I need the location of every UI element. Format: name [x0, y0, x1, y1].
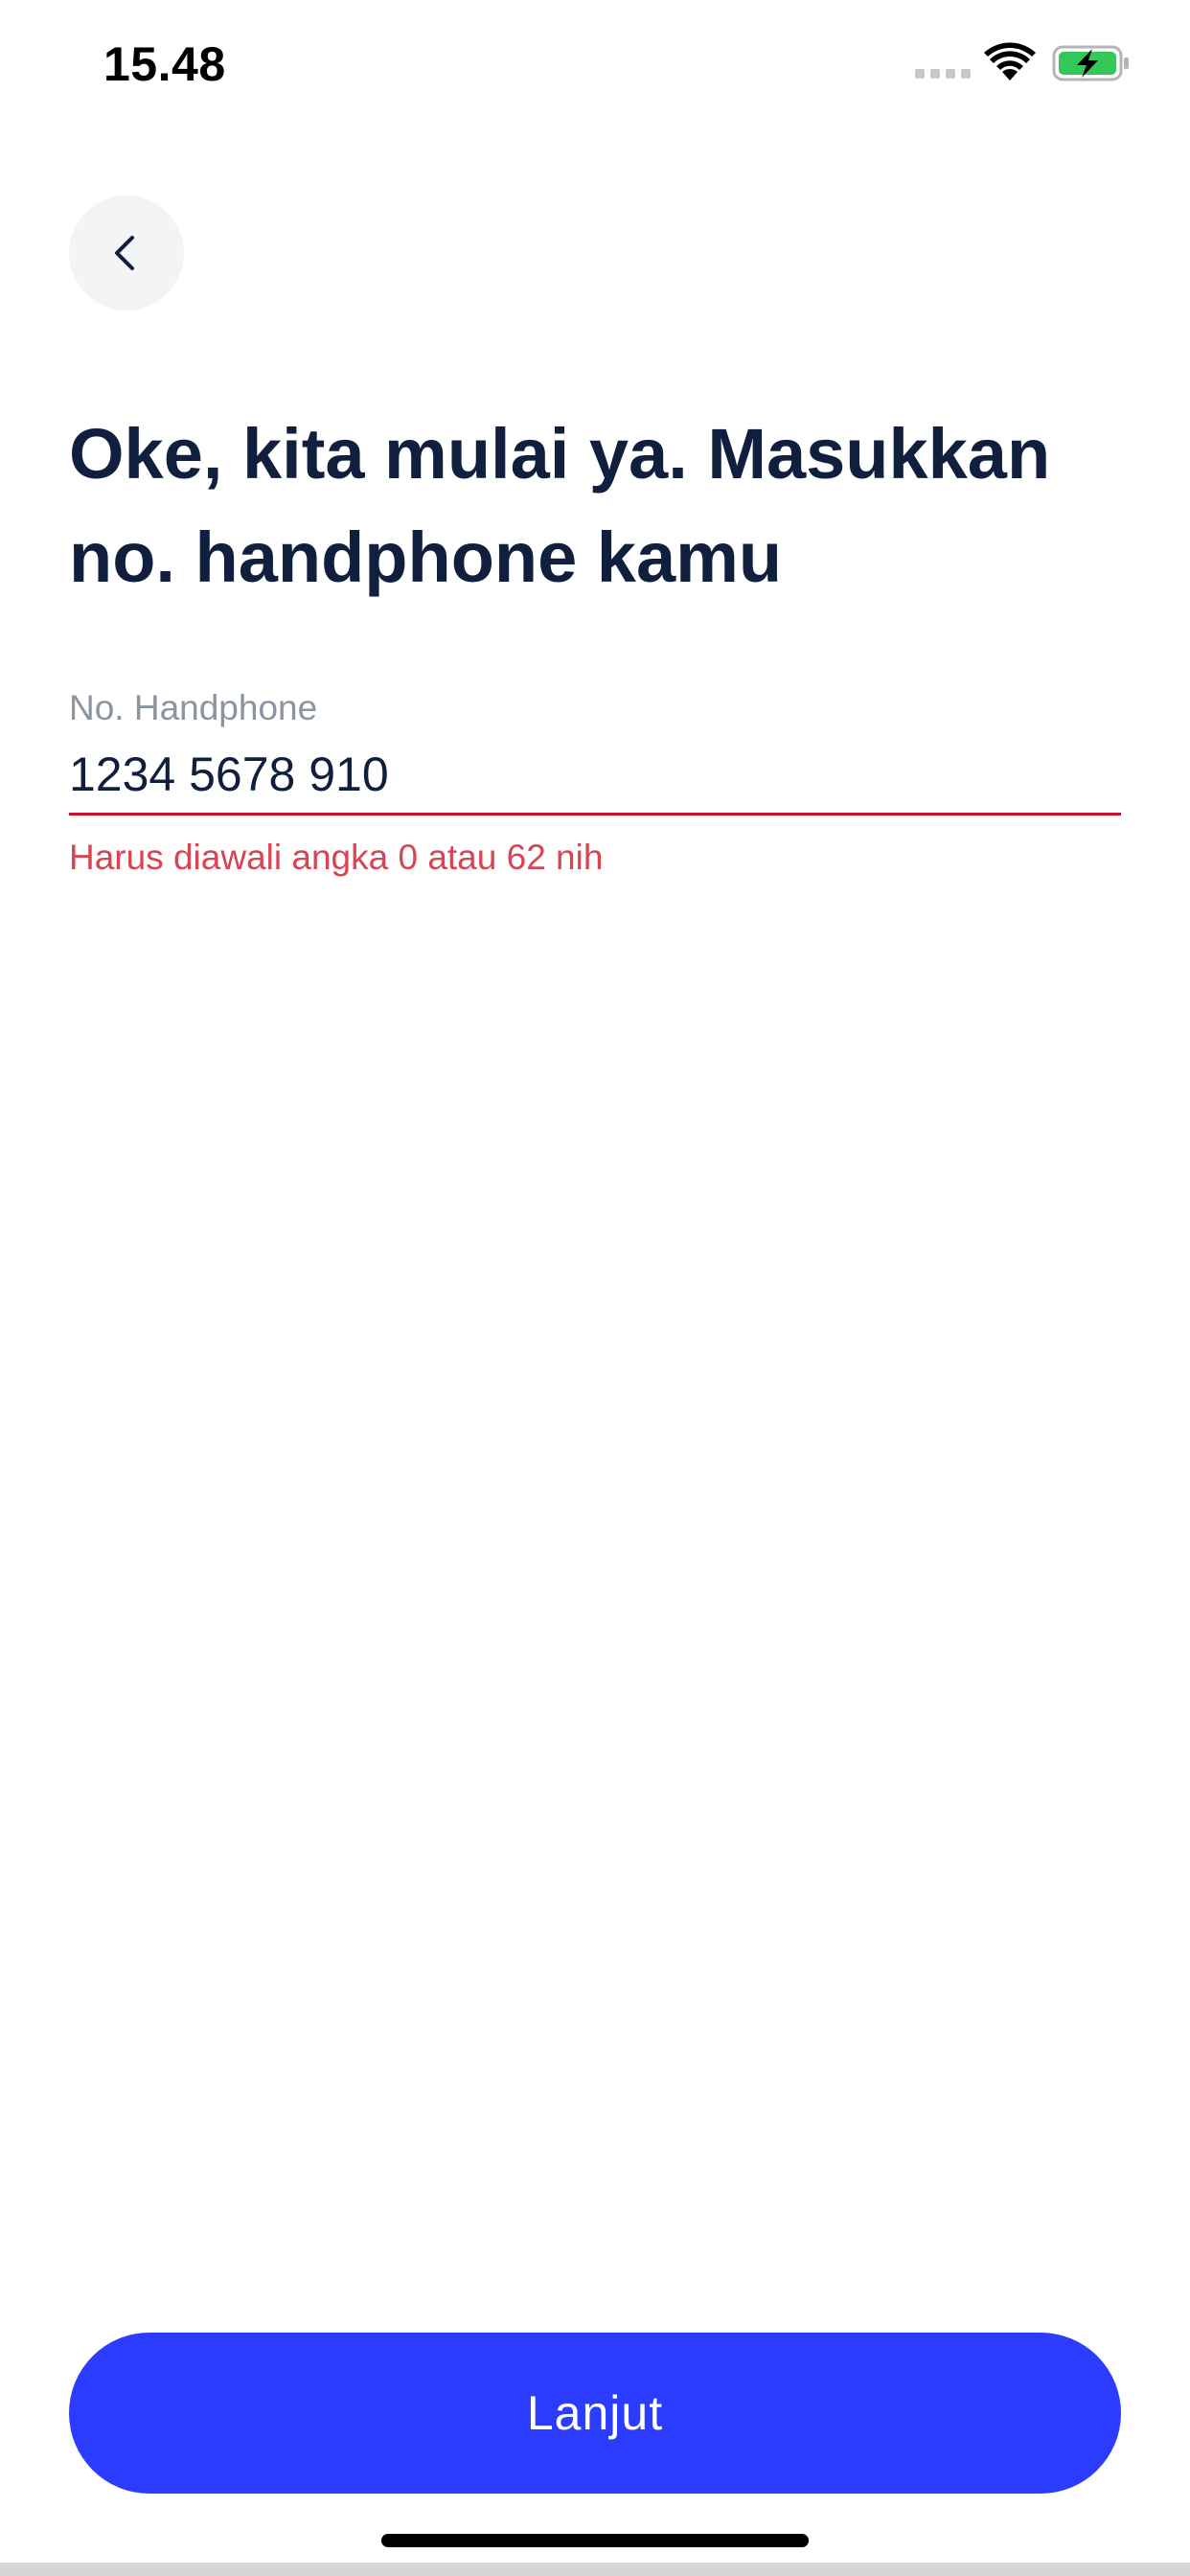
phone-input-underline — [69, 813, 1121, 816]
phone-field-label: No. Handphone — [69, 688, 318, 727]
status-time: 15.48 — [103, 37, 226, 91]
battery-charging-icon — [1052, 45, 1129, 81]
home-indicator — [381, 2534, 809, 2547]
status-bar: 15.48 — [0, 0, 1190, 134]
bottom-strip — [0, 2563, 1190, 2576]
phone-error-message: Harus diawali angka 0 atau 62 nih — [69, 838, 604, 877]
continue-button[interactable]: Lanjut — [69, 2333, 1121, 2494]
wifi-icon — [984, 42, 1036, 80]
chevron-left-icon — [115, 236, 134, 270]
page-title: Oke, kita mulai ya. Masukkan no. handpho… — [69, 414, 1051, 597]
phone-number-input[interactable] — [69, 738, 1121, 811]
back-button[interactable] — [69, 196, 184, 310]
signal-dots-icon — [915, 69, 971, 79]
